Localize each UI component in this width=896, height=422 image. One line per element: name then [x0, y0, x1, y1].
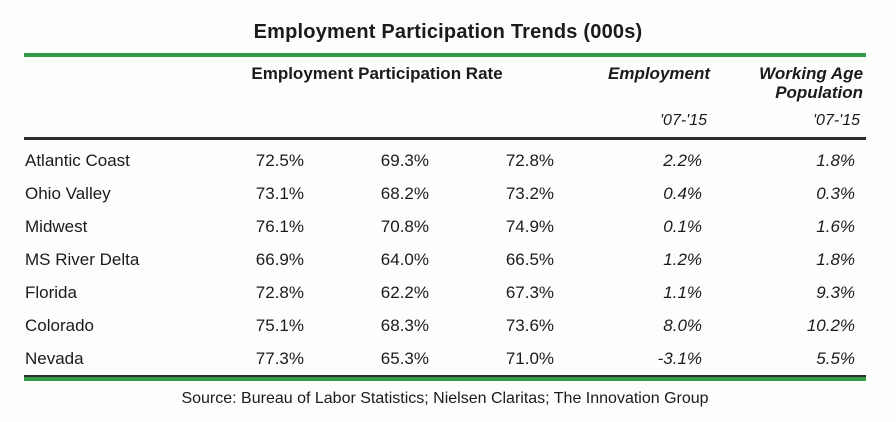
employment-change-cell: 0.1% [663, 216, 703, 236]
table-container: Employment Participation Rate Employment… [24, 53, 867, 408]
header-row-periods: '07-'15 '07-'15 [24, 102, 867, 140]
period-spacer [24, 102, 566, 140]
region-cell: Florida [25, 282, 77, 302]
region-cell: Atlantic Coast [25, 150, 130, 170]
employment-change-cell: 8.0% [663, 315, 703, 335]
table-row: Ohio Valley 73.1% 68.2% 73.2% 0.4% 0.3% [24, 177, 866, 210]
header-employment: Employment [608, 64, 711, 83]
header-rate-group: Employment Participation Rate [251, 64, 503, 83]
region-cell: MS River Delta [25, 249, 140, 269]
table-row: Midwest 76.1% 70.8% 74.9% 0.1% 1.6% [24, 210, 866, 243]
bottom-green-rule [24, 377, 866, 381]
rate2-cell: 68.2% [380, 183, 429, 203]
employment-change-cell: 0.4% [663, 183, 703, 203]
table-body: Atlantic Coast 72.5% 69.3% 72.8% 2.2% 1.… [24, 139, 866, 376]
employment-change-cell: 2.2% [663, 150, 703, 170]
employment-period: '07-'15 [565, 102, 714, 140]
rate1-cell: 72.8% [255, 282, 304, 302]
working-age-period: '07-'15 [713, 102, 867, 140]
rate1-cell: 66.9% [255, 249, 304, 269]
rate3-cell: 74.9% [505, 216, 555, 236]
header-working-age-population: Working Age Population [759, 64, 864, 102]
header-spacer [24, 57, 189, 102]
rate3-cell: 71.0% [505, 348, 555, 368]
wap-change-cell: 1.6% [816, 216, 856, 236]
rate2-cell: 68.3% [380, 315, 429, 335]
table-row: MS River Delta 66.9% 64.0% 66.5% 1.2% 1.… [24, 243, 866, 276]
rate3-cell: 66.5% [505, 249, 555, 269]
rate1-cell: 77.3% [255, 348, 304, 368]
table-row: Colorado 75.1% 68.3% 73.6% 8.0% 10.2% [24, 309, 866, 342]
table-row: Florida 72.8% 62.2% 67.3% 1.1% 9.3% [24, 276, 866, 309]
rate3-cell: 67.3% [505, 282, 555, 302]
rate2-cell: 70.8% [380, 216, 429, 236]
rate1-cell: 72.5% [255, 150, 304, 170]
rate3-cell: 72.8% [505, 150, 555, 170]
wap-change-cell: 5.5% [816, 348, 856, 368]
wap-change-cell: 1.8% [816, 150, 856, 170]
table-row: Nevada 77.3% 65.3% 71.0% -3.1% 5.5% [24, 342, 866, 375]
rate2-cell: 64.0% [380, 249, 429, 269]
region-cell: Colorado [25, 315, 94, 335]
rate1-cell: 76.1% [255, 216, 304, 236]
employment-change-cell: -3.1% [657, 348, 703, 368]
rate3-cell: 73.2% [505, 183, 555, 203]
rate1-cell: 75.1% [255, 315, 304, 335]
region-cell: Ohio Valley [25, 183, 111, 203]
table-title: Employment Participation Trends (000s) [253, 21, 643, 43]
employment-change-cell: 1.1% [663, 282, 703, 302]
table-header: Employment Participation Rate Employment… [24, 57, 867, 140]
bottom-dark-rule [24, 375, 866, 377]
rate2-cell: 65.3% [380, 348, 429, 368]
rate2-cell: 62.2% [380, 282, 429, 302]
employment-change-cell: 1.2% [663, 249, 703, 269]
rate2-cell: 69.3% [380, 150, 429, 170]
wap-change-cell: 1.8% [816, 249, 856, 269]
wap-change-cell: 9.3% [816, 282, 856, 302]
header-row-groups: Employment Participation Rate Employment… [24, 57, 866, 102]
table-row: Atlantic Coast 72.5% 69.3% 72.8% 2.2% 1.… [24, 139, 866, 178]
employment-trends-table: Employment Participation Rate Employment… [24, 57, 867, 376]
region-cell: Nevada [25, 348, 84, 368]
rate1-cell: 73.1% [255, 183, 304, 203]
top-green-rule [24, 53, 866, 57]
region-cell: Midwest [25, 216, 88, 236]
source-note: Source: Bureau of Labor Statistics; Niel… [181, 390, 709, 407]
wap-change-cell: 10.2% [806, 315, 856, 335]
wap-change-cell: 0.3% [816, 183, 856, 203]
rate3-cell: 73.6% [505, 315, 555, 335]
